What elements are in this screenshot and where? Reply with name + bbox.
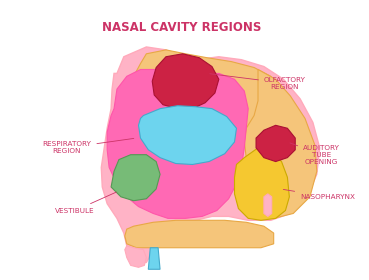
Polygon shape — [111, 155, 160, 201]
Text: NASOPHARYNX: NASOPHARYNX — [283, 190, 355, 200]
Polygon shape — [101, 47, 320, 262]
Text: RESPIRATORY
REGION: RESPIRATORY REGION — [42, 138, 134, 154]
Polygon shape — [138, 106, 237, 164]
Polygon shape — [107, 69, 248, 218]
Polygon shape — [148, 248, 160, 269]
Polygon shape — [256, 125, 295, 162]
Polygon shape — [244, 69, 317, 218]
Polygon shape — [125, 246, 146, 267]
Text: AUDITORY
TUBE
OPENING: AUDITORY TUBE OPENING — [290, 143, 340, 165]
Polygon shape — [152, 54, 219, 109]
Polygon shape — [264, 194, 272, 216]
Polygon shape — [125, 220, 274, 248]
Polygon shape — [235, 148, 289, 220]
Polygon shape — [131, 50, 290, 132]
Text: OLFACTORY
REGION: OLFACTORY REGION — [210, 74, 306, 90]
Text: NASAL CAVITY REGIONS: NASAL CAVITY REGIONS — [102, 20, 261, 34]
Text: VESTIBULE: VESTIBULE — [55, 192, 116, 214]
